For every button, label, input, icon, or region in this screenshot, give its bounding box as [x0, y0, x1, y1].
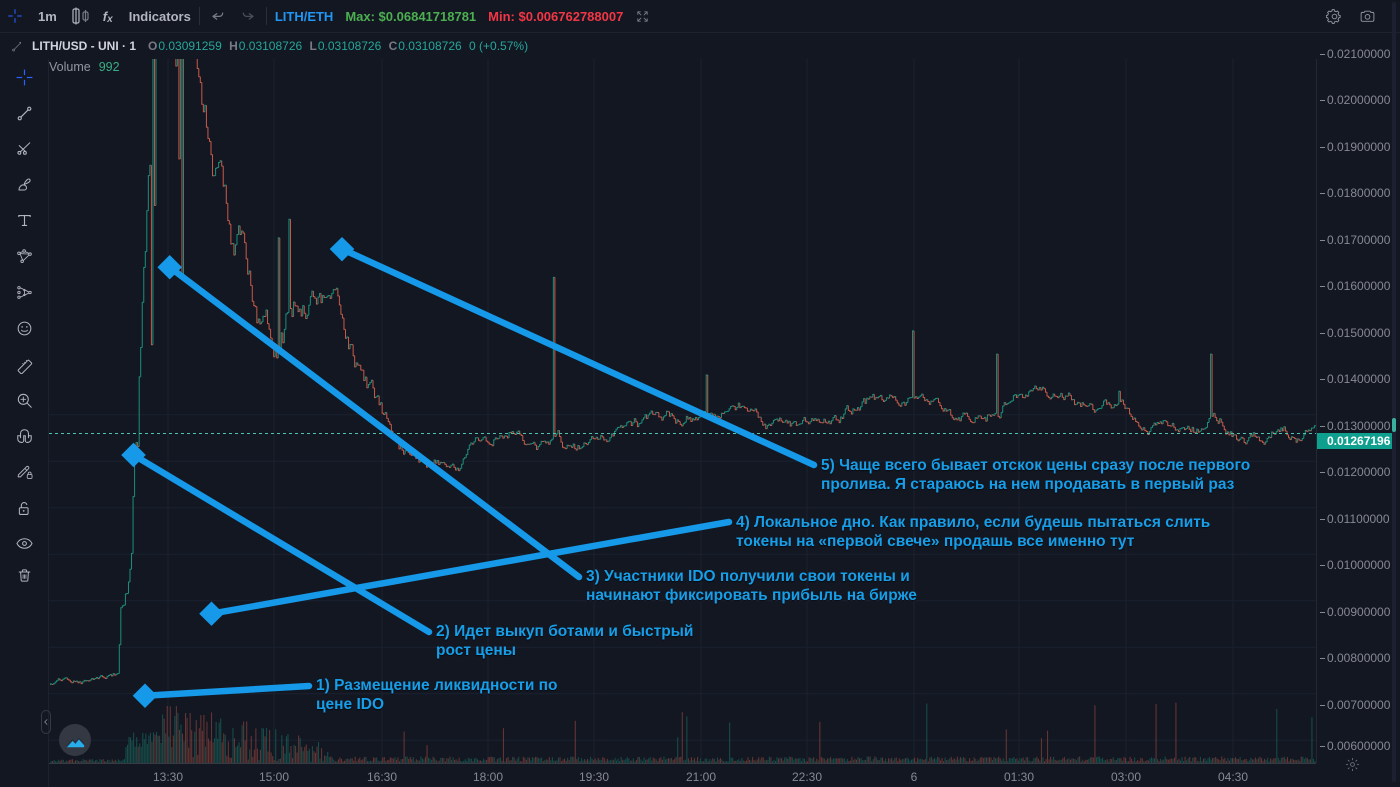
svg-text:Volume992: Volume 992 — [49, 60, 120, 74]
